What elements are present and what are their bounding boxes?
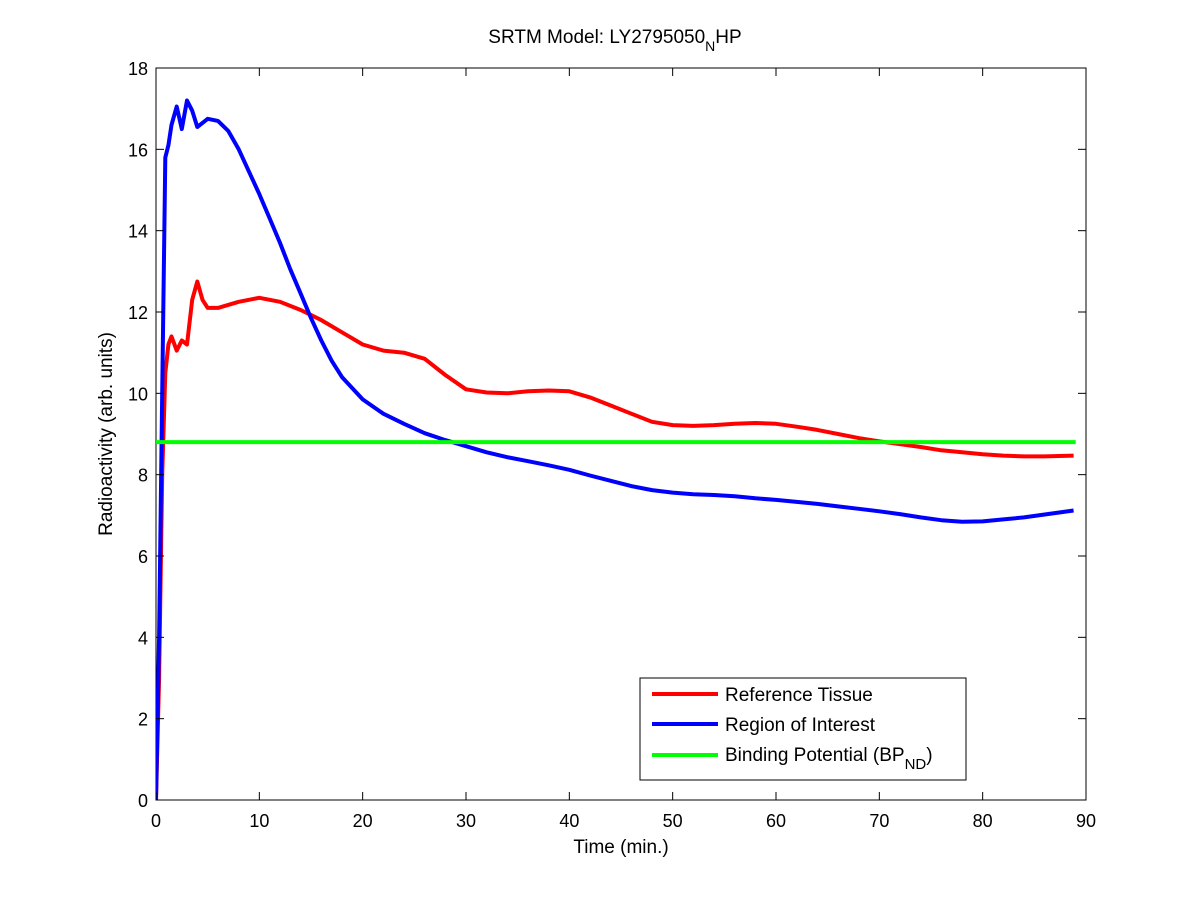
x-tick-label: 80 <box>973 811 993 831</box>
y-tick-label: 14 <box>128 222 148 242</box>
y-tick-label: 4 <box>138 628 148 648</box>
y-tick-label: 0 <box>138 791 148 811</box>
y-tick-label: 10 <box>128 384 148 404</box>
y-tick-label: 12 <box>128 303 148 323</box>
series-layer <box>156 98 1076 800</box>
x-tick-label: 40 <box>559 811 579 831</box>
legend-label-reference-tissue: Reference Tissue <box>725 685 873 706</box>
x-tick-label: 90 <box>1076 811 1096 831</box>
x-axis-label: Time (min.) <box>573 837 668 858</box>
chart-title-suffix: HP <box>715 27 741 48</box>
x-tick-label: 20 <box>353 811 373 831</box>
y-tick-label: 6 <box>138 547 148 567</box>
x-tick-label: 50 <box>663 811 683 831</box>
x-tick-label: 30 <box>456 811 476 831</box>
y-axis: 0 2 4 6 8 10 12 14 16 18 <box>128 59 1086 811</box>
x-axis: 0 10 20 30 40 50 60 70 80 90 <box>151 68 1096 831</box>
x-tick-label: 60 <box>766 811 786 831</box>
x-tick-label: 70 <box>869 811 889 831</box>
y-tick-label: 2 <box>138 710 148 730</box>
legend-label-binding-potential: Binding Potential (BPND) <box>725 745 933 773</box>
legend-label-bp-suffix: ) <box>926 745 932 766</box>
y-axis-label: Radioactivity (arb. units) <box>96 332 117 536</box>
y-tick-label: 16 <box>128 140 148 160</box>
y-tick-label: 18 <box>128 59 148 79</box>
x-tick-label: 10 <box>249 811 269 831</box>
y-tick-label: 8 <box>138 466 148 486</box>
legend-label-bp-subscript: ND <box>905 756 927 773</box>
legend-label-bp-main: Binding Potential (BP <box>725 745 905 766</box>
x-tick-label: 0 <box>151 811 161 831</box>
legend: Reference Tissue Region of Interest Bind… <box>639 677 967 781</box>
chart-title: SRTM Model: LY2795050NHP <box>488 27 741 54</box>
chart-title-main: SRTM Model: LY2795050 <box>488 27 705 48</box>
chart-title-subscript: N <box>705 38 715 54</box>
legend-label-region-of-interest: Region of Interest <box>725 715 876 736</box>
